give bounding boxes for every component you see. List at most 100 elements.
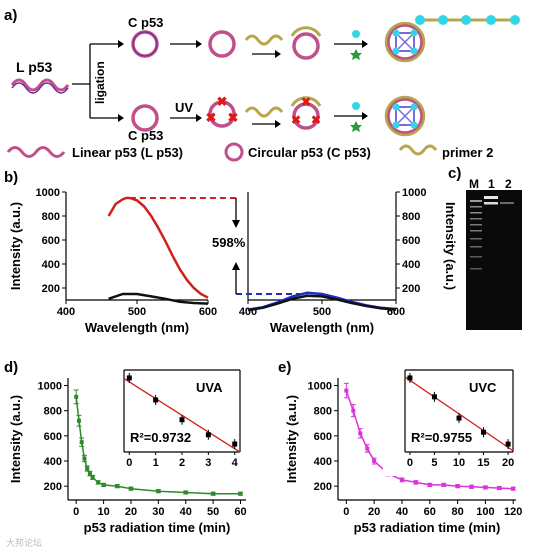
d-inset-bg [102,364,248,476]
b-left-xlabel: Wavelength (nm) [85,320,189,335]
chart-b-left: 400 500 600 200 400 600 800 1000 Wavelength (nm)… [8,187,217,335]
enhancement-annotation: 598% [129,197,308,295]
polymerase-icon [352,30,360,38]
b-left-ytick-label: 200 [42,283,60,295]
e-main-xtick-label: 60 [424,506,436,518]
e-main-ytick-label: 400 [314,456,332,468]
svg-text:✖: ✖ [311,113,321,127]
e-inset-xtick-label: 10 [453,457,465,469]
panel-d-label: d) [4,359,18,376]
d-main-point [156,489,161,494]
b-left-xtick-label: 600 [199,306,217,318]
d-main-point [128,486,133,491]
legend-primer: primer 2 [442,145,493,160]
d-main-xlabel: p53 radiation time (min) [84,520,231,535]
d-inset-point [232,441,238,447]
b-left-series-0 [107,196,209,299]
d-main-ylabel: Intensity (a.u.) [8,395,23,483]
d-main-point [85,466,90,471]
e-inset-point [407,375,413,381]
b-right-ytick-label: 800 [402,211,420,223]
polymerase-icon-2 [352,102,360,110]
d-main-point [101,482,106,487]
e-inset-point [431,394,437,400]
b-right-ytick-label: 600 [402,235,420,247]
d-main-point [115,484,120,489]
lane-1: 1 [488,177,495,191]
d-inset-point [126,375,132,381]
ligation-branch [72,43,118,119]
b-right-xlabel: Wavelength (nm) [270,320,374,335]
b-left-xtick-label: 400 [57,306,75,318]
damaged-circle: ✖ ✖ ✖ [206,94,239,128]
e-main-point [344,388,349,393]
svg-text:✖: ✖ [206,110,217,125]
percent-label: 598% [212,235,246,250]
d-main-xtick-label: 50 [207,506,219,518]
panel-c-label: c) [448,165,461,182]
panel-e-label: e) [278,359,291,376]
panel-b-label: b) [4,169,18,186]
panel-a-label: a) [4,7,17,24]
circular-p53-top-2 [208,30,236,58]
d-main-point [79,440,84,445]
b-left-ytick-label: 600 [42,235,60,247]
legend-linear: Linear p53 (L p53) [72,145,183,160]
e-main-xtick-label: 0 [343,506,349,518]
e-main-xtick-label: 40 [396,506,408,518]
primed-damaged-circle: ✖ ✖ ✖ [290,95,322,130]
d-inset-xtick-label: 2 [179,457,185,469]
e-main-point [413,480,418,485]
b-left-ytick-label: 800 [42,211,60,223]
e-main-point [399,477,404,482]
d-main-ytick-label: 200 [44,481,62,493]
circular-p53-bottom [131,104,159,132]
d-main-xtick-label: 40 [180,506,192,518]
e-main-point [497,486,502,491]
lane-2: 2 [505,177,512,191]
d-main-point [211,491,216,496]
b-right-series-1 [247,294,397,312]
e-inset-title: UVC [469,380,497,395]
b-right-ytick-label: 400 [402,259,420,271]
e-main-point [427,482,432,487]
e-main-ytick-label: 600 [314,431,332,443]
e-inset-bg [383,364,521,476]
e-main-xtick-label: 80 [451,506,463,518]
d-main-xtick-label: 0 [73,506,79,518]
e-inset-point [505,441,511,447]
e-main-point [372,459,377,464]
d-main-point [82,456,87,461]
d-main-xtick-label: 10 [97,506,109,518]
d-main-ytick-label: 800 [44,406,62,418]
d-main-point [76,418,81,423]
d-inset-xtick-label: 3 [205,457,211,469]
d-inset-point [179,417,185,423]
rca-product-bottom [384,95,426,137]
d-main-xtick-label: 30 [152,506,164,518]
b-right-xtick-label: 500 [313,306,331,318]
e-main-xtick-label: 20 [368,506,380,518]
e-inset-xtick-label: 5 [431,457,437,469]
e-main-ylabel: Intensity (a.u.) [284,395,299,483]
d-main-point [238,491,243,496]
chart-d-inset: 0 1 2 3 4 UVA R²=0.9732 [102,364,248,476]
d-inset-point [153,397,159,403]
d-main-ytick-label: 1000 [38,381,62,393]
d-main-xtick-label: 60 [234,506,246,518]
uv-label: UV [175,100,193,115]
rca-product-top [384,15,520,63]
e-main-point [441,482,446,487]
cp53-bottom-label: C p53 [128,128,163,143]
d-main-point [96,480,101,485]
e-inset-xtick-label: 20 [502,457,514,469]
b-left-series-1 [108,292,209,305]
svg-text:✖: ✖ [217,94,228,109]
d-inset-point [205,432,211,438]
chart-e-inset: 0 5 10 15 20 UVC R²=0.9755 [383,364,521,476]
e-main-point [455,484,460,489]
cp53-top-label: C p53 [128,15,163,30]
ligation-label: ligation [93,61,107,104]
